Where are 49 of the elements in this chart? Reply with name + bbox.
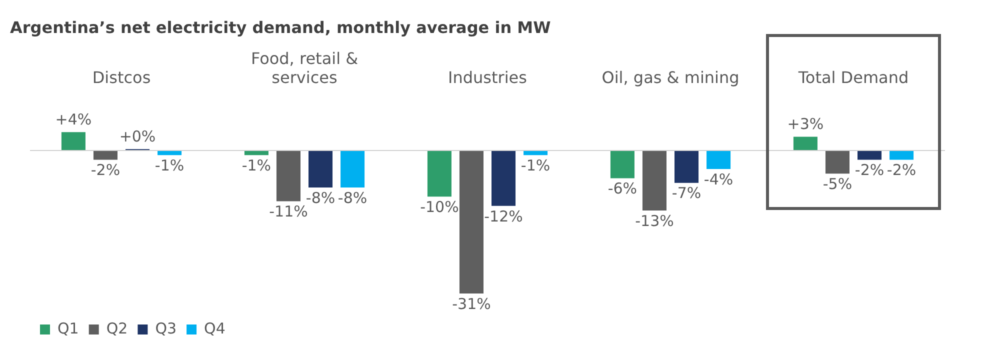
bar <box>244 151 268 156</box>
data-label: +3% <box>787 115 824 134</box>
x-tick-label: Total Demand <box>797 68 909 87</box>
data-label: -7% <box>672 184 702 202</box>
bar <box>706 151 731 169</box>
bar <box>427 151 452 197</box>
data-label: -1% <box>154 156 184 175</box>
data-label: -6% <box>608 180 638 198</box>
chart-title: Argentina’s net electricity demand, monthly average in MW <box>10 18 551 37</box>
bar <box>674 151 699 183</box>
bar <box>642 151 666 211</box>
bar <box>276 151 300 202</box>
x-tick-label: Food, retail & services <box>250 48 358 87</box>
bar <box>61 132 86 150</box>
x-tick-label: Oil, gas & mining <box>602 68 740 87</box>
data-label: -8% <box>306 188 336 207</box>
bar <box>308 151 333 188</box>
data-label: -1% <box>242 156 272 175</box>
data-label: -31% <box>452 294 491 313</box>
x-tick-label: Industries <box>448 68 527 87</box>
data-label: -13% <box>635 212 674 230</box>
data-label: -4% <box>704 170 734 188</box>
bar <box>492 151 516 206</box>
data-label: +0% <box>119 128 156 146</box>
data-label: -11% <box>269 202 308 221</box>
legend-label: Q1 <box>58 319 79 338</box>
legend-label: Q2 <box>106 319 128 338</box>
bar <box>858 151 882 160</box>
bar <box>340 151 365 188</box>
data-label: -8% <box>338 188 368 207</box>
data-label: -2% <box>854 161 884 180</box>
bar <box>890 151 914 160</box>
legend-label: Q3 <box>155 319 177 338</box>
legend-label: Q4 <box>204 319 226 338</box>
bar <box>158 151 182 156</box>
data-label: +4% <box>55 110 92 128</box>
x-tick-label: Distcos <box>92 68 151 87</box>
bar <box>524 151 548 156</box>
data-label: -2% <box>90 161 120 180</box>
data-label: -1% <box>520 156 550 175</box>
data-label: -2% <box>886 161 916 180</box>
bar <box>793 136 818 150</box>
data-label: -12% <box>484 207 523 226</box>
bar <box>459 151 484 294</box>
bar <box>610 151 634 178</box>
bar <box>825 151 850 174</box>
bar <box>93 151 118 160</box>
data-label: -5% <box>822 174 852 193</box>
data-label: -10% <box>420 198 459 216</box>
